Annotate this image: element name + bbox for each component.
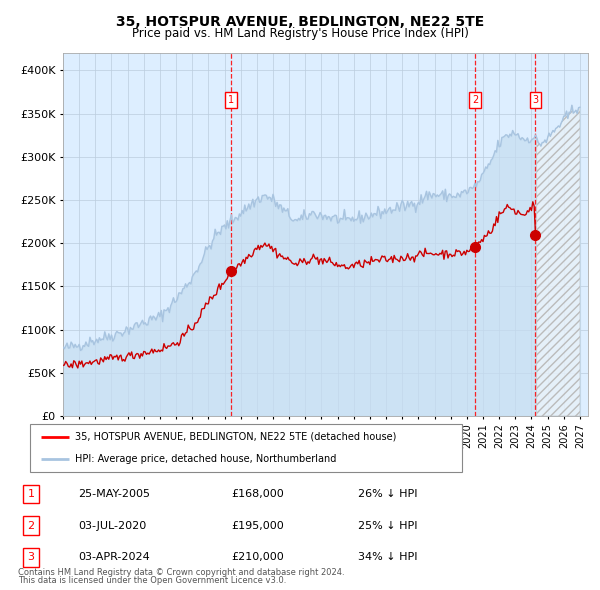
Text: 3: 3 — [532, 95, 539, 105]
FancyBboxPatch shape — [30, 424, 462, 472]
Text: This data is licensed under the Open Government Licence v3.0.: This data is licensed under the Open Gov… — [18, 576, 286, 585]
Text: 25% ↓ HPI: 25% ↓ HPI — [358, 521, 417, 530]
Text: 34% ↓ HPI: 34% ↓ HPI — [358, 552, 417, 562]
Text: 25-MAY-2005: 25-MAY-2005 — [78, 489, 150, 499]
Text: Price paid vs. HM Land Registry's House Price Index (HPI): Price paid vs. HM Land Registry's House … — [131, 27, 469, 40]
Text: 26% ↓ HPI: 26% ↓ HPI — [358, 489, 417, 499]
Text: 2: 2 — [472, 95, 478, 105]
Text: 1: 1 — [228, 95, 234, 105]
Text: 3: 3 — [28, 552, 35, 562]
Text: 03-JUL-2020: 03-JUL-2020 — [78, 521, 146, 530]
Text: £210,000: £210,000 — [231, 552, 284, 562]
Text: £168,000: £168,000 — [231, 489, 284, 499]
Text: 1: 1 — [28, 489, 35, 499]
Text: 2: 2 — [28, 521, 35, 530]
Text: 35, HOTSPUR AVENUE, BEDLINGTON, NE22 5TE: 35, HOTSPUR AVENUE, BEDLINGTON, NE22 5TE — [116, 15, 484, 29]
Text: 03-APR-2024: 03-APR-2024 — [78, 552, 150, 562]
Text: Contains HM Land Registry data © Crown copyright and database right 2024.: Contains HM Land Registry data © Crown c… — [18, 568, 344, 577]
Text: 35, HOTSPUR AVENUE, BEDLINGTON, NE22 5TE (detached house): 35, HOTSPUR AVENUE, BEDLINGTON, NE22 5TE… — [76, 432, 397, 442]
Text: £195,000: £195,000 — [231, 521, 284, 530]
Text: HPI: Average price, detached house, Northumberland: HPI: Average price, detached house, Nort… — [76, 454, 337, 464]
